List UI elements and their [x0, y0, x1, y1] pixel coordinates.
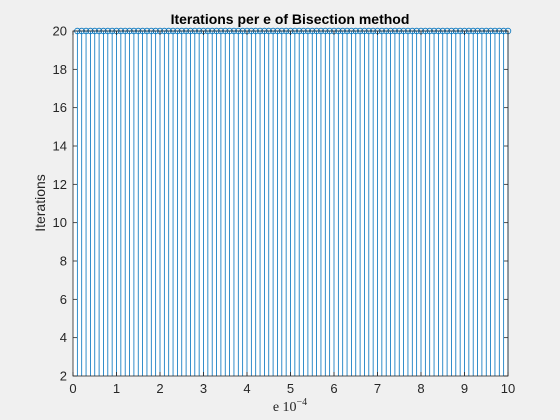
x-tick-label: 7 [374, 381, 381, 396]
x-tick-label: 2 [156, 381, 163, 396]
x-tick-label: 3 [200, 381, 207, 396]
y-tick-label: 12 [53, 177, 67, 192]
y-tick-label: 14 [53, 139, 67, 154]
y-tick-label: 10 [53, 215, 67, 230]
x-tick-label: 8 [417, 381, 424, 396]
x-axis-ticks: 0 1 2 3 4 5 6 7 8 9 10 [69, 31, 515, 396]
x-tick-label: 6 [330, 381, 337, 396]
x-axis-label-exponent: −4 [297, 397, 308, 408]
x-tick-label: 1 [113, 381, 120, 396]
chart-title: Iterations per e of Bisection method [171, 11, 410, 27]
x-axis-label-base: e 10 [273, 400, 297, 415]
y-axis-label: Iterations [32, 174, 48, 232]
y-tick-label: 16 [53, 100, 67, 115]
y-tick-label: 6 [60, 292, 67, 307]
y-axis-ticks: 2 4 6 8 10 12 14 16 18 20 [53, 24, 508, 384]
y-tick-label: 4 [60, 330, 67, 345]
stem-series [74, 27, 512, 376]
x-tick-label: 4 [243, 381, 250, 396]
x-tick-label: 9 [461, 381, 468, 396]
y-tick-label: 18 [53, 62, 67, 77]
x-axis-label: e 10−4 [273, 397, 307, 415]
x-tick-label: 0 [69, 381, 76, 396]
y-tick-label: 2 [60, 369, 67, 384]
x-tick-label: 5 [287, 381, 294, 396]
x-tick-label: 10 [501, 381, 515, 396]
y-tick-label: 20 [53, 24, 67, 39]
y-tick-label: 8 [60, 254, 67, 269]
